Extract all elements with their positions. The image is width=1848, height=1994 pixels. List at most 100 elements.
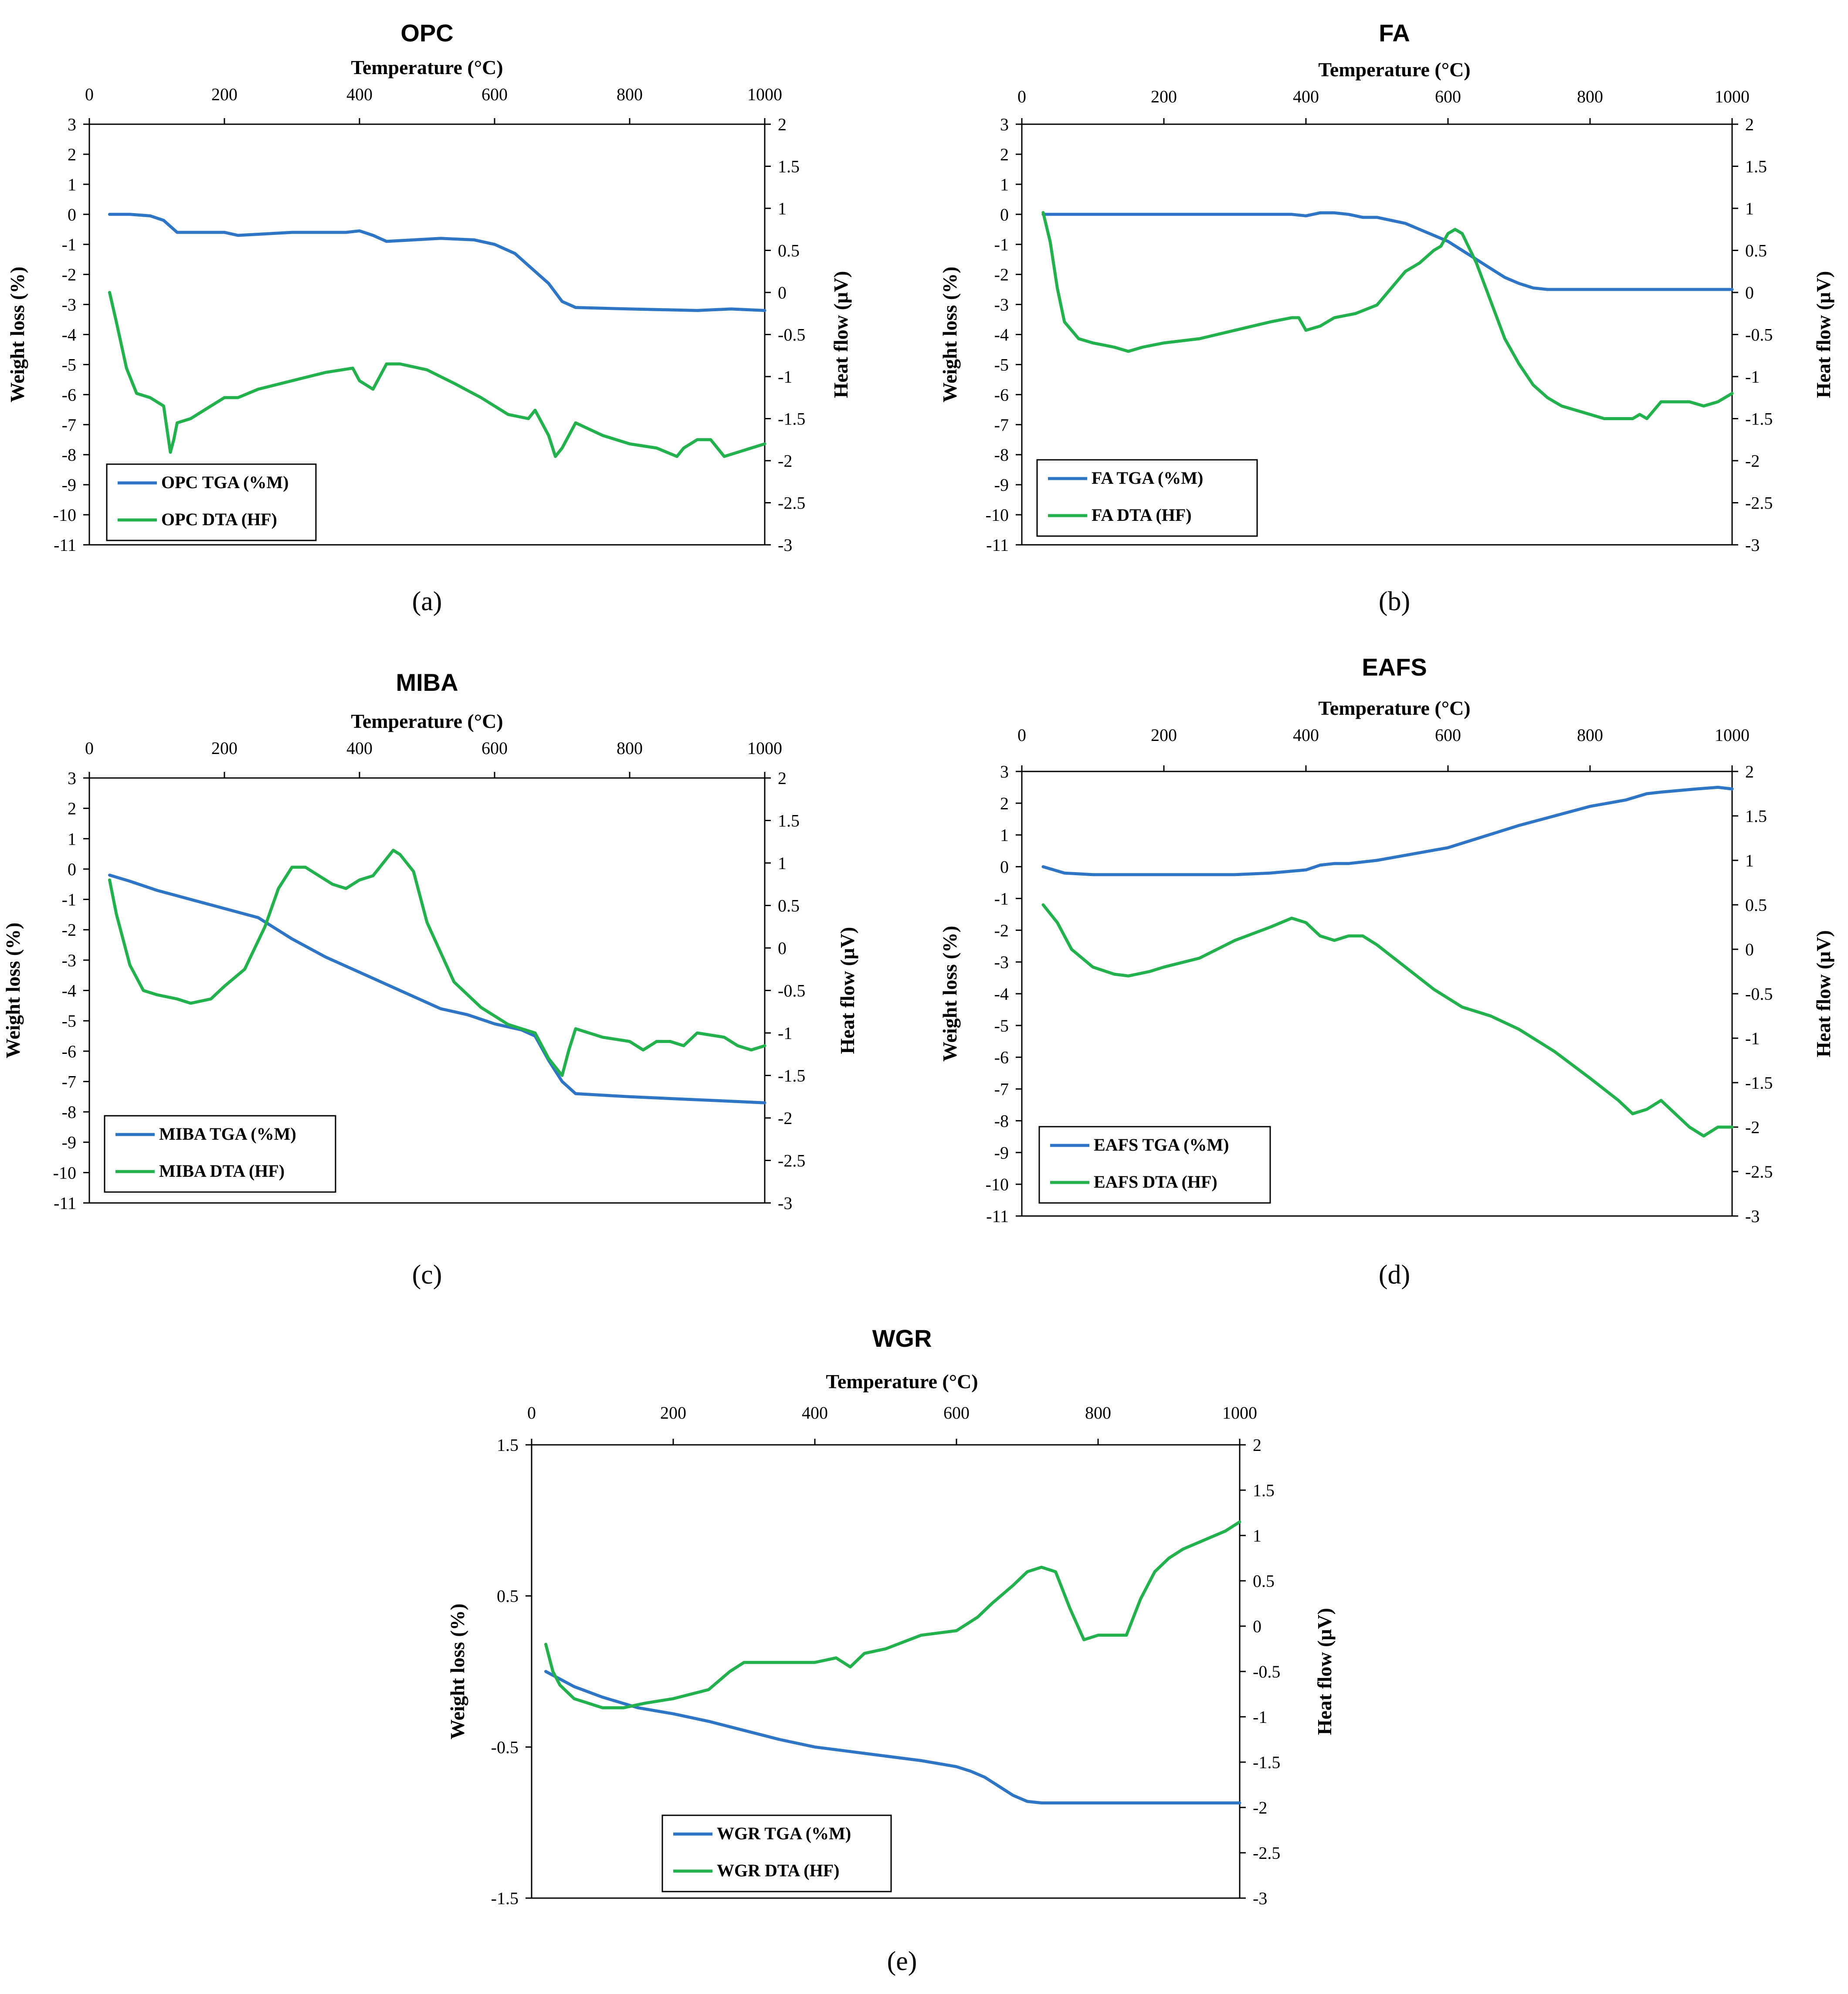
y-tick-label: -10 [53, 505, 76, 525]
y-tick-label: -4 [994, 984, 1009, 1004]
y2-tick-label: 0.5 [1745, 895, 1767, 915]
x-tick-label: 0 [85, 85, 94, 104]
series-line-tga [108, 213, 766, 312]
y2-axis-label: Heat flow (μV) [1812, 271, 1834, 398]
y-tick-label: 1 [1000, 175, 1009, 194]
y2-tick-label: -1.5 [778, 409, 805, 429]
legend-box [1036, 459, 1258, 537]
y2-tick-label: 1 [1745, 199, 1754, 218]
x-tick-label: 1000 [1222, 1403, 1257, 1423]
legend: FA TGA (%M) FA DTA (HF) [1036, 459, 1258, 537]
y-tick-label: -7 [994, 1080, 1009, 1099]
y2-tick-label: -3 [778, 535, 792, 555]
y-tick-label: -10 [986, 1175, 1009, 1194]
y-tick-label: -1 [994, 235, 1009, 255]
legend: OPC TGA (%M) OPC DTA (HF) [106, 463, 317, 541]
y2-tick-label: -1.5 [1253, 1753, 1280, 1772]
y-tick-label: 0 [1000, 857, 1009, 877]
y-axis-label: Weight loss (%) [939, 926, 961, 1062]
y-tick-label: -8 [994, 1111, 1009, 1131]
y-tick-label: 1.5 [497, 1435, 519, 1455]
y2-axis-label: Heat flow (μV) [1313, 1608, 1336, 1735]
x-tick-label: 800 [1577, 87, 1603, 106]
chart-title: EAFS [1362, 653, 1427, 681]
y2-tick-label: -2.5 [1253, 1843, 1280, 1863]
x-tick-label: 200 [1151, 725, 1177, 745]
y2-tick-label: 1.5 [778, 811, 800, 831]
legend: MIBA TGA (%M) MIBA DTA (HF) [104, 1115, 336, 1193]
y-tick-label: -8 [62, 1102, 76, 1122]
y2-tick-label: 2 [778, 115, 787, 134]
x-tick-label: 1000 [747, 738, 782, 758]
x-tick-label: 600 [943, 1403, 970, 1423]
x-tick-label: 400 [346, 738, 373, 758]
x-tick-label: 1000 [1715, 725, 1750, 745]
y2-tick-label: 1.5 [1745, 806, 1767, 826]
y-tick-label: -7 [62, 1072, 76, 1091]
x-tick-label: 600 [1435, 725, 1461, 745]
y2-tick-label: -0.5 [778, 325, 805, 345]
y-tick-label: -0.5 [491, 1737, 519, 1757]
y2-tick-label: -2 [1745, 451, 1760, 471]
y2-tick-label: -1.5 [1745, 1073, 1773, 1093]
y2-tick-label: 0.5 [778, 241, 800, 261]
x-tick-label: 0 [1017, 725, 1026, 745]
x-axis-label: Temperature (°C) [826, 1370, 978, 1393]
y-tick-label: -8 [994, 445, 1009, 465]
y2-tick-label: -0.5 [1745, 325, 1773, 345]
y2-tick-label: -1 [778, 367, 792, 387]
y2-tick-label: 1 [778, 199, 787, 218]
y2-tick-label: 1 [1253, 1526, 1261, 1546]
y2-tick-label: 0 [778, 938, 787, 958]
y-tick-label: -9 [994, 1143, 1009, 1162]
y-axis-label: Weight loss (%) [2, 923, 24, 1059]
y2-tick-label: 0.5 [778, 896, 800, 916]
y-tick-label: 2 [68, 145, 76, 164]
y-tick-label: -1 [62, 235, 76, 255]
y2-tick-label: 0 [778, 283, 787, 302]
y-axis-label: Weight loss (%) [939, 267, 961, 403]
x-tick-label: 600 [481, 85, 508, 104]
x-tick-label: 200 [211, 738, 237, 758]
legend-entry: WGR TGA (%M) [717, 1824, 851, 1843]
x-tick-label: 0 [527, 1403, 536, 1423]
y-axis-label: Weight loss (%) [6, 267, 28, 403]
y2-tick-label: 0.5 [1253, 1571, 1275, 1591]
series-line-dta [1041, 211, 1734, 420]
y2-tick-label: -0.5 [1253, 1662, 1280, 1681]
x-tick-label: 800 [1085, 1403, 1111, 1423]
y-tick-label: -4 [62, 325, 76, 345]
y2-tick-label: -3 [1253, 1889, 1267, 1908]
legend-entry: MIBA DTA (HF) [159, 1161, 285, 1181]
y-tick-label: -10 [53, 1163, 76, 1182]
y-tick-label: -1 [994, 889, 1009, 908]
y2-tick-label: 2 [1745, 762, 1754, 781]
y-tick-label: -10 [986, 505, 1009, 525]
y-tick-label: -2 [994, 265, 1009, 285]
x-axis-label: Temperature (°C) [351, 710, 503, 732]
y-tick-label: 0 [68, 205, 76, 224]
y2-tick-label: -1 [1745, 367, 1760, 387]
x-tick-label: 200 [660, 1403, 686, 1423]
legend-entry: OPC TGA (%M) [161, 472, 289, 492]
y2-tick-label: 1.5 [1745, 157, 1767, 177]
series-line-tga [544, 1670, 1241, 1805]
x-tick-label: 400 [346, 85, 373, 104]
y2-tick-label: -1 [1745, 1029, 1760, 1048]
y2-tick-label: -2 [778, 451, 792, 471]
x-axis-label: Temperature (°C) [351, 56, 503, 78]
series-line-tga [1041, 211, 1734, 291]
x-tick-label: 800 [1577, 725, 1603, 745]
series-line-tga [108, 873, 766, 1104]
y2-tick-label: 1 [778, 853, 787, 873]
x-axis-label: Temperature (°C) [1318, 697, 1470, 719]
y-tick-label: -6 [994, 1048, 1009, 1067]
y-tick-label: -2 [62, 265, 76, 285]
panel-caption: (d) [1379, 1260, 1410, 1290]
y-tick-label: -1.5 [491, 1889, 519, 1908]
y-tick-label: -4 [62, 981, 76, 1001]
series-line-dta [108, 291, 766, 458]
chart-title: MIBA [396, 669, 458, 696]
